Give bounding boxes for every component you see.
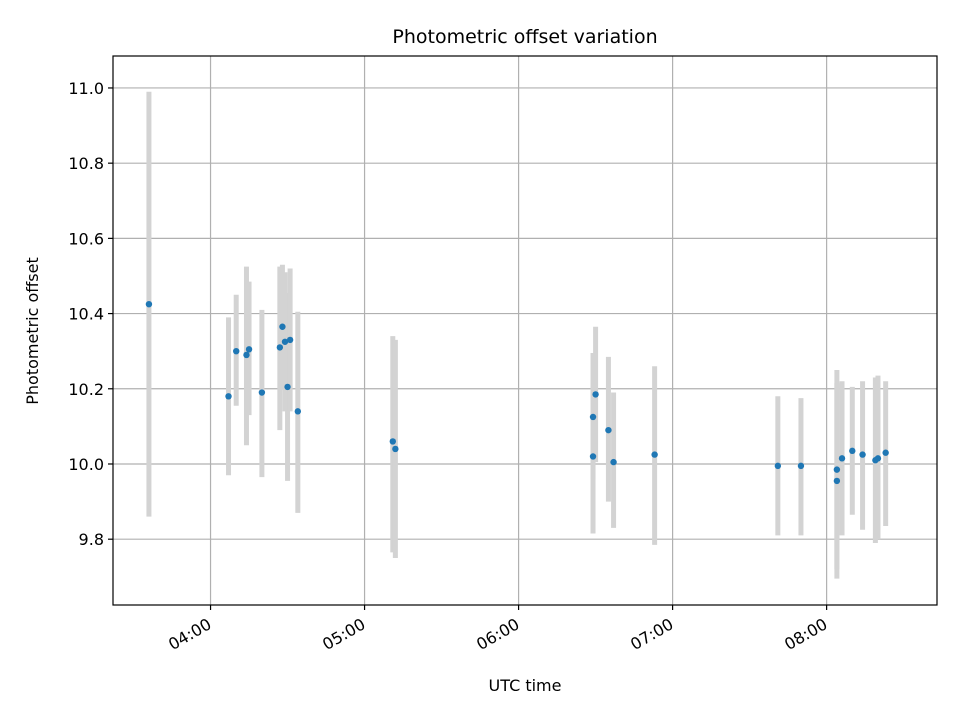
grid	[113, 56, 937, 605]
y-tick-label: 10.2	[68, 380, 104, 399]
data-point	[276, 344, 284, 351]
data-point	[233, 347, 240, 355]
data-point	[874, 455, 882, 462]
x-tick-label: 08:00	[781, 614, 830, 654]
data-point	[589, 453, 597, 460]
data-point	[279, 323, 286, 330]
data-point	[294, 408, 302, 415]
data-point	[392, 445, 399, 453]
data-point	[797, 462, 805, 470]
data-point	[774, 462, 782, 470]
y-tick-label: 10.0	[68, 455, 104, 474]
y-tick-label: 10.4	[68, 305, 104, 324]
x-tick-label: 04:00	[165, 614, 214, 654]
data-point	[258, 389, 266, 396]
y-tick-label: 10.6	[68, 229, 104, 248]
data-point	[245, 346, 253, 353]
data-point	[225, 393, 232, 400]
y-tick-label: 11.0	[68, 79, 104, 98]
y-tick-label: 10.8	[68, 154, 104, 173]
y-axis-label: Photometric offset	[23, 257, 42, 405]
plot-frame	[112, 55, 938, 606]
chart-title: Photometric offset variation	[392, 26, 657, 48]
x-tick-label: 07:00	[627, 614, 676, 654]
data-point	[592, 391, 599, 398]
x-tick-label: 06:00	[473, 614, 522, 654]
data-point	[833, 477, 841, 485]
axis-ticks: 04:00 05:00 06:00 07:00 08:00 9.8 10.0 10.2 10.4…	[68, 79, 830, 654]
data-point	[243, 351, 250, 359]
data-point	[589, 413, 597, 421]
data-point	[281, 338, 289, 345]
data-point	[882, 449, 889, 456]
data-points	[145, 300, 889, 485]
data-point	[610, 458, 617, 466]
data-point	[859, 451, 866, 458]
x-axis-label: UTC time	[489, 676, 562, 695]
y-tick-label: 9.8	[79, 530, 104, 549]
data-point	[651, 451, 658, 458]
data-point	[833, 466, 841, 473]
data-point	[284, 383, 291, 391]
data-point	[849, 447, 856, 455]
data-point	[145, 300, 153, 308]
x-tick-label: 05:00	[319, 614, 368, 654]
error-bars	[146, 91, 889, 579]
data-point	[838, 455, 846, 462]
data-point	[389, 438, 397, 445]
data-point	[605, 426, 612, 434]
data-point	[286, 336, 294, 344]
